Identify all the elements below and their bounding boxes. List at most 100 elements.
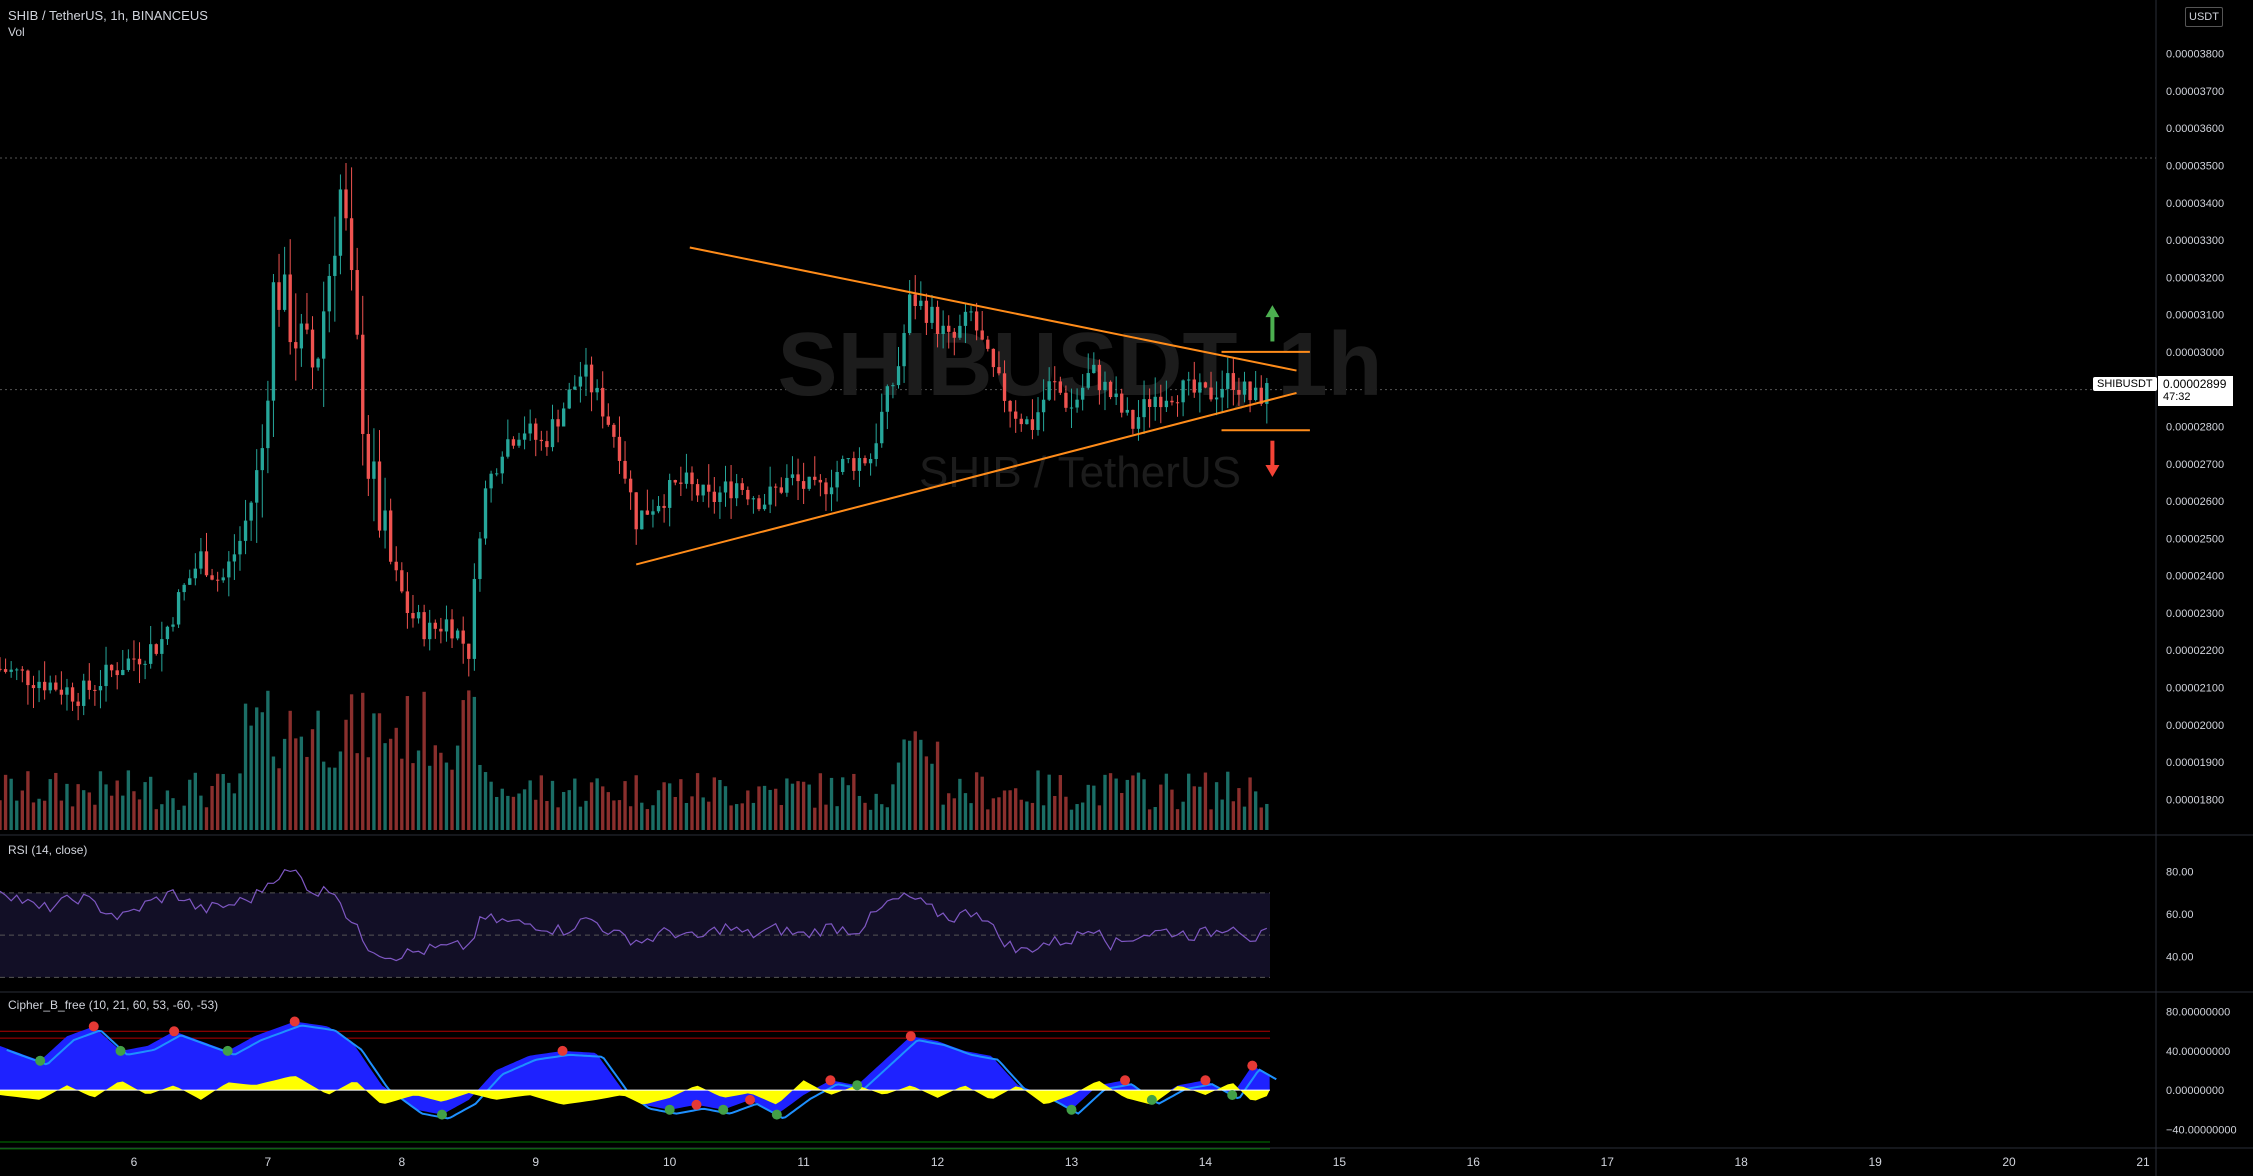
candle-body xyxy=(154,644,158,654)
candle-body xyxy=(1053,381,1057,383)
price-tick-label: 0.00002400 xyxy=(2166,571,2224,583)
price-candles xyxy=(0,163,1269,721)
candle-body xyxy=(1108,381,1113,398)
volume-bar xyxy=(310,729,315,830)
volume-bar xyxy=(885,807,890,830)
candle-body xyxy=(428,622,432,640)
cipher-buy-dot xyxy=(1066,1104,1077,1115)
candle-body xyxy=(455,630,460,639)
volume-bar xyxy=(935,741,940,830)
candle-body xyxy=(355,270,359,335)
volume-bar xyxy=(193,772,197,830)
candle-body xyxy=(550,419,555,448)
rsi-pane xyxy=(0,868,1270,978)
volume-bar xyxy=(1147,809,1152,830)
cipher-label[interactable]: Cipher_B_free (10, 21, 60, 53, -60, -53) xyxy=(8,998,219,1012)
candle-body xyxy=(1075,399,1079,408)
candle-body xyxy=(0,668,2,670)
time-tick-label: 6 xyxy=(131,1155,138,1169)
candle-body xyxy=(243,520,248,541)
candle-body xyxy=(656,505,661,512)
time-tick-label: 17 xyxy=(1601,1155,1615,1169)
candle-body xyxy=(176,592,181,625)
volume-bar xyxy=(54,772,58,830)
candle-body xyxy=(829,487,834,495)
volume-bar xyxy=(243,703,248,830)
rsi-tick-label: 40.00 xyxy=(2166,951,2194,963)
volume-bar xyxy=(188,779,192,830)
volume-bar xyxy=(723,786,728,830)
triangle-pattern[interactable] xyxy=(635,246,1310,566)
candle-body xyxy=(467,643,471,659)
volume-bar xyxy=(322,761,326,830)
candle-body xyxy=(70,687,75,702)
candle-body xyxy=(1069,407,1074,409)
candle-body xyxy=(556,419,560,427)
volume-bar xyxy=(913,731,917,830)
arrow-down-icon xyxy=(1265,464,1280,477)
candle-body xyxy=(489,473,493,489)
volume-bar xyxy=(522,789,527,830)
candle-body xyxy=(143,663,147,665)
price-tick-label: 0.00003500 xyxy=(2166,161,2224,173)
volume-bar xyxy=(361,692,365,830)
volume-bar xyxy=(165,790,170,830)
volume-bar xyxy=(707,801,711,830)
volume-bar xyxy=(534,799,538,830)
candle-body xyxy=(841,458,845,472)
candle-body xyxy=(1014,411,1018,419)
candle-body xyxy=(126,658,131,670)
volume-bar xyxy=(1075,804,1079,830)
symbol-title[interactable]: SHIB / TetherUS, 1h, BINANCEUS xyxy=(8,8,208,23)
candle-body xyxy=(746,489,750,500)
candle-body xyxy=(15,669,19,671)
volume-bar xyxy=(59,800,64,830)
candle-body xyxy=(182,584,186,593)
price-tick-label: 0.00001900 xyxy=(2166,757,2224,769)
volume-bar xyxy=(1203,772,1208,830)
volume-bar xyxy=(37,798,41,830)
volume-bar xyxy=(238,773,242,830)
candle-body xyxy=(1164,400,1169,408)
volume-label[interactable]: Vol xyxy=(8,25,25,39)
candle-body xyxy=(606,416,610,425)
candle-body xyxy=(305,323,309,330)
volume-bar xyxy=(634,775,638,830)
volume-bar xyxy=(1108,773,1113,830)
volume-bar xyxy=(1242,806,1247,830)
candle-body xyxy=(238,540,242,555)
price-tick-label: 0.00003300 xyxy=(2166,235,2224,247)
candle-body xyxy=(919,300,923,307)
candle-body xyxy=(1153,396,1157,408)
volume-bar xyxy=(199,795,203,830)
volume-bar xyxy=(801,781,806,830)
currency-badge[interactable]: USDT xyxy=(2185,7,2223,27)
time-tick-label: 10 xyxy=(663,1155,677,1169)
candle-body xyxy=(1136,417,1141,429)
cipher-buy-dot xyxy=(436,1109,447,1120)
volume-bar xyxy=(896,762,901,830)
volume-bar xyxy=(109,795,114,830)
candle-body xyxy=(511,439,516,446)
candle-body xyxy=(115,670,119,676)
volume-bar xyxy=(232,793,237,830)
volume-bar xyxy=(1080,802,1085,830)
volume-bar xyxy=(137,799,142,830)
volume-bar xyxy=(439,752,443,830)
volume-bar xyxy=(1153,807,1157,830)
candle-body xyxy=(662,505,666,508)
candle-body xyxy=(751,498,756,500)
candle-body xyxy=(1041,399,1046,413)
time-tick-label: 19 xyxy=(1868,1155,1882,1169)
volume-bar xyxy=(991,798,996,830)
candle-body xyxy=(868,458,873,464)
volume-bar xyxy=(132,791,136,830)
candle-body xyxy=(1226,373,1230,389)
volume-bar xyxy=(450,769,454,830)
volume-bar xyxy=(628,806,633,830)
volume-bar xyxy=(511,796,516,830)
rsi-label[interactable]: RSI (14, close) xyxy=(8,843,88,857)
price-tick-label: 0.00002800 xyxy=(2166,422,2224,434)
volume-bar xyxy=(1064,796,1068,830)
